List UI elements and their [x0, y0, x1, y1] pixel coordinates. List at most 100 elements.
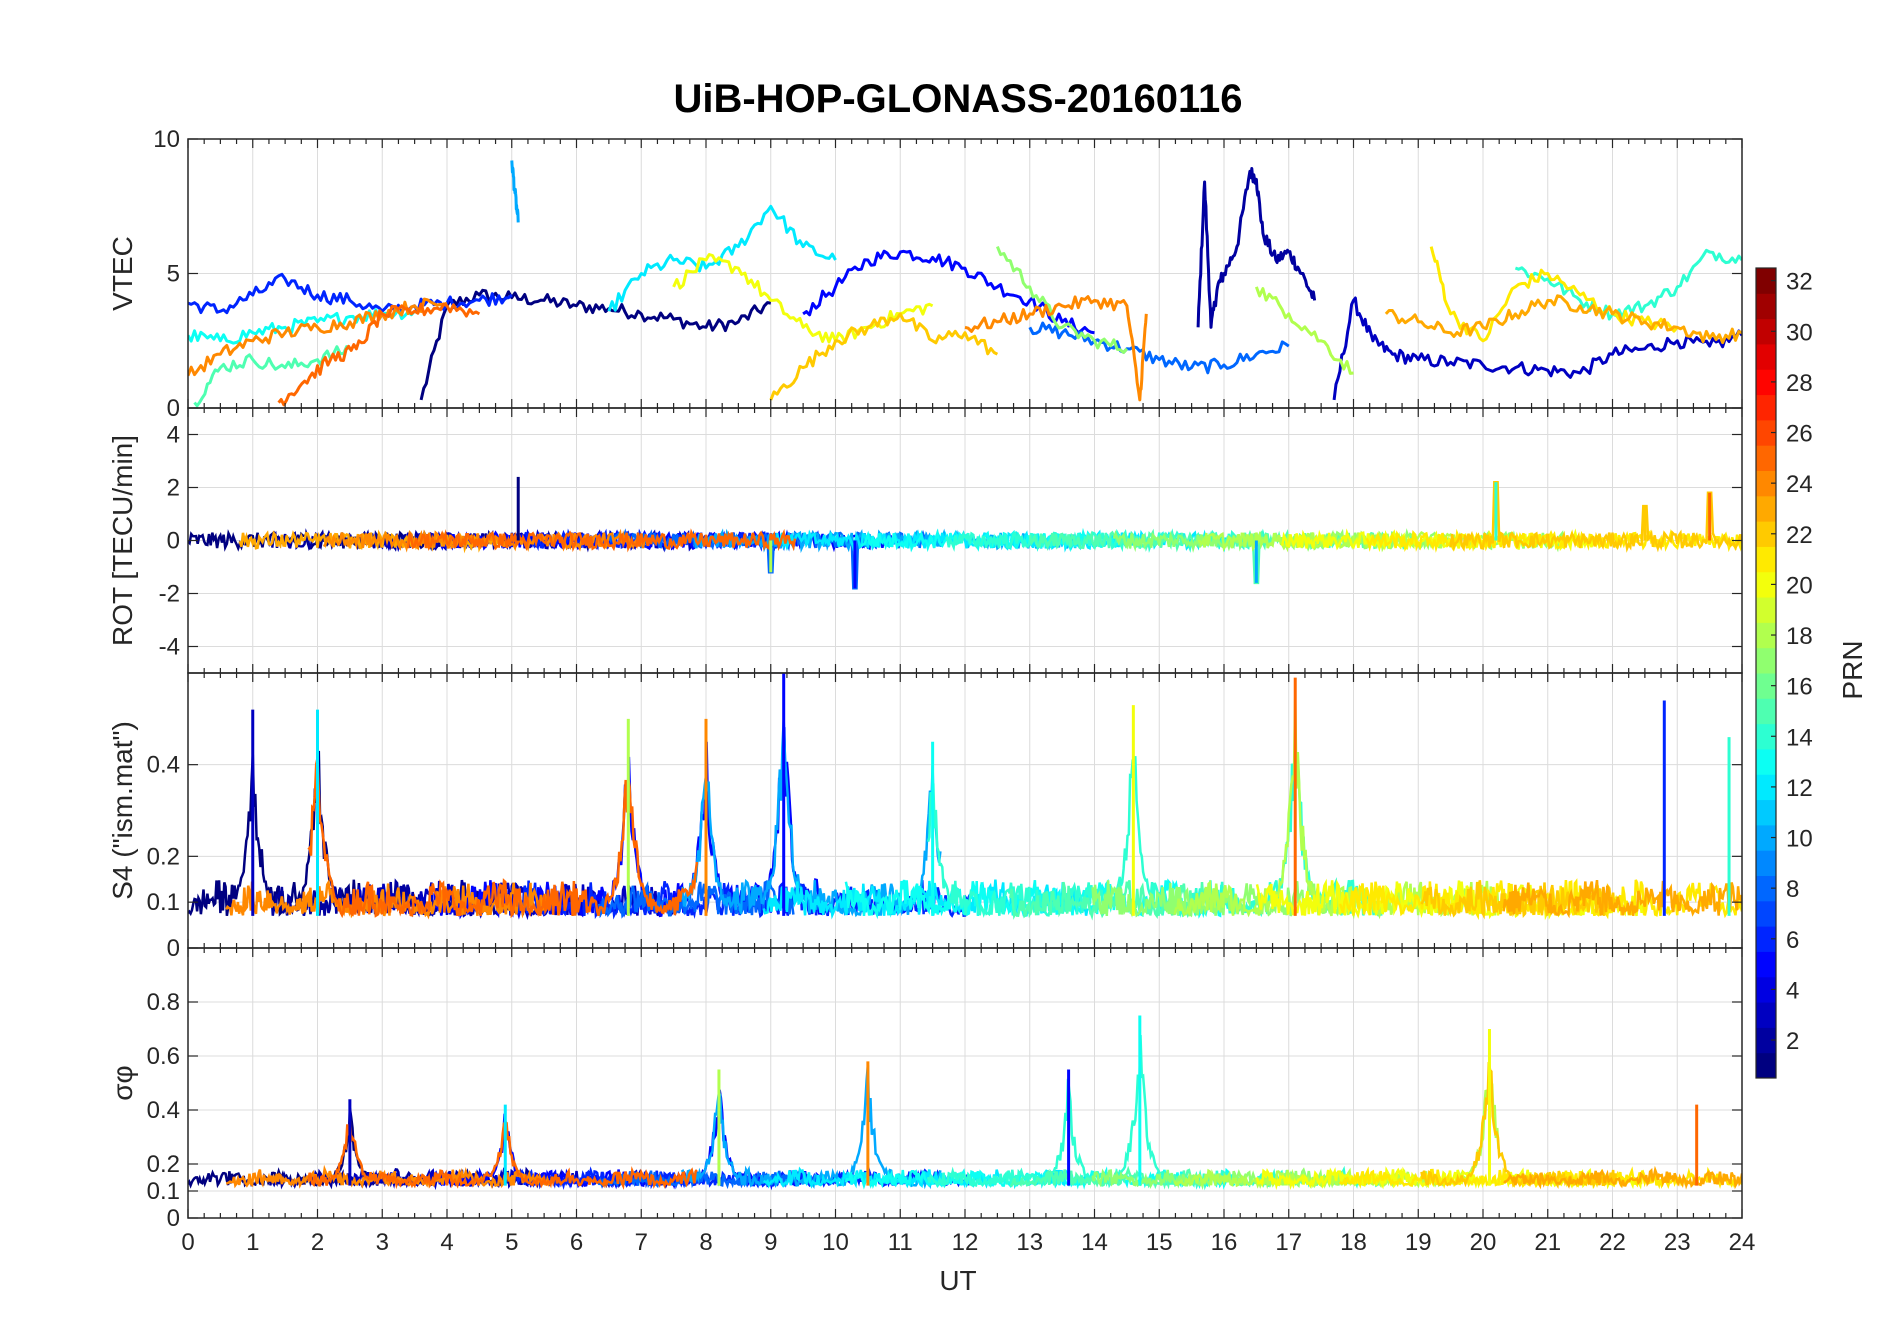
- colorbar-segment: [1756, 875, 1776, 902]
- colorbar-tick-label: 8: [1786, 876, 1799, 903]
- x-tick-label: 23: [1664, 1229, 1691, 1256]
- y-tick-label: -2: [159, 581, 180, 608]
- x-tick-label: 21: [1534, 1229, 1561, 1256]
- x-axis-ticks: 0 1 2 3 4 5 6 7 8 9 10 11 12 13 14 15 16 17 18 19 20 21 22 23 24: [181, 1229, 1755, 1256]
- colorbar-segment: [1756, 698, 1776, 725]
- vtec-series-line: [1028, 321, 1290, 375]
- vtec-series-line: [964, 295, 1148, 402]
- colorbar-segment: [1756, 673, 1776, 699]
- colorbar-segment: [1756, 495, 1776, 522]
- panel-s4: 0 0.1 0.2 0.4 S4 ("ism.mat"): [107, 672, 1743, 962]
- x-tick-label: 2: [311, 1229, 324, 1256]
- y-tick-label: 0.4: [147, 752, 180, 779]
- sigphi-series-line: [1503, 1165, 1742, 1190]
- panel-rot: -4 -2 0 2 4 ROT [TECU/min]: [107, 407, 1743, 674]
- colorbar-segment: [1756, 1052, 1776, 1079]
- vtec-series-line: [996, 246, 1129, 354]
- x-tick-label: 6: [570, 1229, 583, 1256]
- series-group: [188, 160, 1742, 408]
- colorbar-segment: [1756, 419, 1776, 446]
- colorbar-tick-label: 18: [1786, 623, 1813, 650]
- colorbar-tick-label: 32: [1786, 269, 1813, 296]
- colorbar-segment: [1756, 850, 1776, 876]
- colorbar-segment: [1756, 926, 1776, 952]
- panel-sigphi: 00.10.2 0.4 0.6 0.8 σφ: [107, 947, 1743, 1232]
- vtec-series-line: [1384, 294, 1742, 345]
- colorbar-segment: [1756, 293, 1776, 320]
- vtec-series-line: [277, 302, 481, 407]
- x-tick-label: 20: [1470, 1229, 1497, 1256]
- vtec-series-line: [1514, 248, 1742, 321]
- y-tick-label: 0: [167, 935, 180, 962]
- colorbar-segment: [1756, 647, 1776, 674]
- colorbar-tick-label: 12: [1786, 775, 1813, 802]
- colorbar-segment: [1756, 369, 1776, 396]
- vtec-series-line: [1254, 286, 1354, 375]
- x-tick-label: 8: [699, 1229, 712, 1256]
- panel-vtec: 0 5 10 VTEC: [107, 126, 1743, 422]
- y-tick-label: 0: [167, 395, 180, 422]
- x-tick-label: 18: [1340, 1229, 1367, 1256]
- x-tick-label: 12: [952, 1229, 979, 1256]
- colorbar-segment: [1756, 470, 1776, 497]
- colorbar-segment: [1756, 268, 1776, 294]
- vtec-series-line: [419, 288, 772, 401]
- sigphi-series-line: [226, 1164, 552, 1190]
- s4-series-line: [307, 757, 699, 919]
- sigphi-series-line: [680, 1064, 942, 1190]
- colorbar-segment: [1756, 774, 1776, 801]
- colorbar-tick-label: 10: [1786, 826, 1813, 853]
- y-tick-label: 0.4: [147, 1097, 180, 1124]
- y-tick-label: 0.6: [147, 1043, 180, 1070]
- x-tick-label: 22: [1599, 1229, 1626, 1256]
- series-group: [188, 673, 1742, 921]
- x-tick-label: 1: [246, 1229, 259, 1256]
- colorbar-tick-label: 24: [1786, 471, 1813, 498]
- y-tick-label: -4: [159, 634, 180, 661]
- colorbar-segment: [1756, 343, 1776, 370]
- colorbar-segment: [1756, 597, 1776, 623]
- x-tick-label: 16: [1211, 1229, 1238, 1256]
- x-tick-label: 4: [440, 1229, 453, 1256]
- colorbar-segment: [1756, 900, 1776, 927]
- colorbar-segment: [1756, 394, 1776, 421]
- colorbar-segment: [1756, 571, 1776, 598]
- s4-series-line: [188, 750, 382, 917]
- y-axis-label: ROT [TECU/min]: [107, 435, 138, 646]
- colorbar-label: PRN: [1837, 640, 1868, 699]
- colorbar-tick-label: 20: [1786, 572, 1813, 599]
- x-tick-label: 24: [1729, 1229, 1756, 1256]
- x-tick-label: 15: [1146, 1229, 1173, 1256]
- x-tick-label: 7: [635, 1229, 648, 1256]
- rot-series-line: [1449, 480, 1742, 553]
- x-tick-label: 10: [822, 1229, 849, 1256]
- sigphi-series-line: [1420, 1061, 1617, 1190]
- y-tick-label: 0.2: [147, 1151, 180, 1178]
- colorbar-segment: [1756, 622, 1776, 649]
- x-tick-label: 3: [376, 1229, 389, 1256]
- s4-series-line: [844, 878, 1236, 920]
- colorbar-tick-label: 26: [1786, 421, 1813, 448]
- y-tick-label: 0.8: [147, 989, 180, 1016]
- colorbar-segment: [1756, 723, 1776, 750]
- vtec-series-line: [607, 204, 837, 312]
- y-tick-label: 0: [167, 528, 180, 555]
- s4-series-line: [680, 719, 942, 918]
- x-axis-label: UT: [939, 1265, 976, 1296]
- x-tick-label: 13: [1016, 1229, 1043, 1256]
- colorbar-tick-label: 28: [1786, 370, 1813, 397]
- vtec-series-line: [1332, 296, 1742, 401]
- colorbar-tick-label: 2: [1786, 1028, 1799, 1055]
- vtec-series-line: [188, 272, 513, 315]
- series-group: [188, 1015, 1742, 1191]
- colorbar-tick-label: 4: [1786, 977, 1799, 1004]
- s4-series-line: [1502, 879, 1742, 919]
- y-tick-label: 2: [167, 475, 180, 502]
- vtec-series-line: [672, 253, 934, 344]
- x-tick-label: 17: [1275, 1229, 1302, 1256]
- colorbar-segment: [1756, 546, 1776, 573]
- s4-series-line: [1255, 878, 1647, 921]
- x-tick-label: 5: [505, 1229, 518, 1256]
- colorbar-tick-label: 22: [1786, 522, 1813, 549]
- vtec-series-line: [769, 312, 999, 401]
